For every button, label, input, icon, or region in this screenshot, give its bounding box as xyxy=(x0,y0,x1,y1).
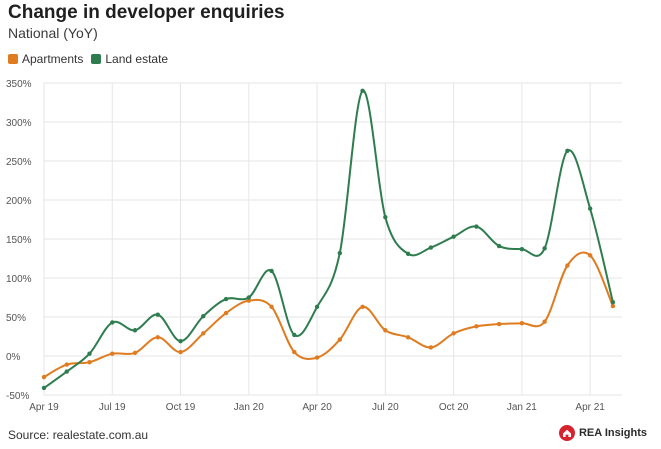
data-point-apartments xyxy=(110,351,115,356)
data-point-apartments xyxy=(383,328,388,333)
data-point-land-estate xyxy=(587,206,593,211)
data-point-land-estate xyxy=(519,246,525,252)
data-point-apartments xyxy=(428,345,434,350)
data-point-land-estate xyxy=(64,369,69,374)
data-point-apartments xyxy=(610,303,616,309)
data-point-apartments xyxy=(64,362,69,367)
x-tick-label: Jul 20 xyxy=(372,402,399,413)
data-point-land-estate xyxy=(542,246,547,251)
data-point-apartments xyxy=(542,319,547,324)
chart-title: Change in developer enquiries xyxy=(8,2,285,23)
data-point-apartments xyxy=(496,321,502,327)
data-point-land-estate xyxy=(565,148,570,154)
x-tick-label: Apr 19 xyxy=(29,402,59,413)
data-point-land-estate xyxy=(496,243,502,249)
brand-name: REA Insights xyxy=(578,427,647,439)
data-point-land-estate xyxy=(383,214,388,220)
data-point-land-estate xyxy=(178,338,183,344)
data-point-land-estate xyxy=(132,328,138,333)
data-point-land-estate xyxy=(246,295,252,300)
data-point-apartments xyxy=(246,298,252,303)
y-tick-label: 200% xyxy=(6,196,32,207)
data-point-land-estate xyxy=(451,234,456,239)
data-point-land-estate xyxy=(314,304,320,310)
data-point-land-estate xyxy=(405,251,411,257)
data-point-land-estate xyxy=(474,224,479,229)
y-tick-label: 0% xyxy=(6,352,21,363)
data-point-apartments xyxy=(223,310,229,316)
series-line-apartments xyxy=(43,251,614,378)
data-point-land-estate xyxy=(87,351,92,356)
data-point-apartments xyxy=(405,335,411,340)
x-tick-label: Apr 20 xyxy=(302,402,332,413)
legend-item-land-estate: Land estate xyxy=(91,52,168,66)
house-icon xyxy=(558,425,575,441)
x-tick-label: Oct 19 xyxy=(166,402,196,413)
x-tick-label: Jan 21 xyxy=(507,402,537,413)
legend-label-apartments: Apartments xyxy=(22,52,84,66)
x-tick-label: Apr 21 xyxy=(575,402,605,413)
data-point-land-estate xyxy=(223,296,229,302)
data-point-apartments xyxy=(337,337,343,342)
data-point-land-estate xyxy=(201,314,206,319)
data-point-land-estate xyxy=(269,268,274,274)
chart-subtitle: National (YoY) xyxy=(8,25,98,41)
data-point-apartments xyxy=(155,335,160,340)
y-tick-label: 50% xyxy=(6,313,26,324)
y-tick-label: 250% xyxy=(6,157,32,168)
data-point-land-estate xyxy=(337,250,343,256)
data-point-apartments xyxy=(474,324,479,329)
data-point-apartments xyxy=(201,331,206,336)
data-point-apartments xyxy=(451,331,456,336)
data-point-apartments xyxy=(178,349,183,355)
data-point-apartments xyxy=(565,263,570,268)
data-point-land-estate xyxy=(360,88,365,94)
y-tick-label: 100% xyxy=(6,274,32,285)
y-tick-label: 150% xyxy=(6,235,32,246)
data-point-apartments xyxy=(360,304,365,310)
data-point-land-estate xyxy=(110,320,115,325)
x-tick-label: Jan 20 xyxy=(234,402,264,413)
legend-label-land-estate: Land estate xyxy=(105,52,169,66)
legend-item-apartments: Apartments xyxy=(8,52,83,66)
y-tick-label: -50% xyxy=(6,391,29,402)
legend-swatch-land-estate xyxy=(91,54,102,64)
data-point-land-estate xyxy=(610,299,616,305)
data-point-apartments xyxy=(132,350,138,356)
source-note: Source: realestate.com.au xyxy=(8,428,149,442)
data-point-land-estate xyxy=(41,385,47,391)
y-tick-label: 300% xyxy=(6,118,32,129)
data-point-apartments xyxy=(269,304,274,310)
data-point-apartments xyxy=(314,355,320,360)
data-point-land-estate xyxy=(155,312,160,317)
data-point-land-estate xyxy=(292,332,297,338)
data-point-apartments xyxy=(519,321,525,326)
y-tick-label: 350% xyxy=(6,79,32,90)
x-tick-label: Jul 19 xyxy=(99,402,126,413)
brand-logo: REA Insights xyxy=(558,425,647,441)
data-point-apartments xyxy=(87,360,92,365)
data-point-apartments xyxy=(292,349,297,355)
data-point-apartments xyxy=(587,253,593,258)
data-point-land-estate xyxy=(428,245,434,250)
legend-swatch-apartments xyxy=(8,54,18,64)
chart-legend: Apartments Land estate xyxy=(8,52,176,66)
x-tick-label: Oct 20 xyxy=(439,402,469,413)
data-point-apartments xyxy=(41,374,47,380)
